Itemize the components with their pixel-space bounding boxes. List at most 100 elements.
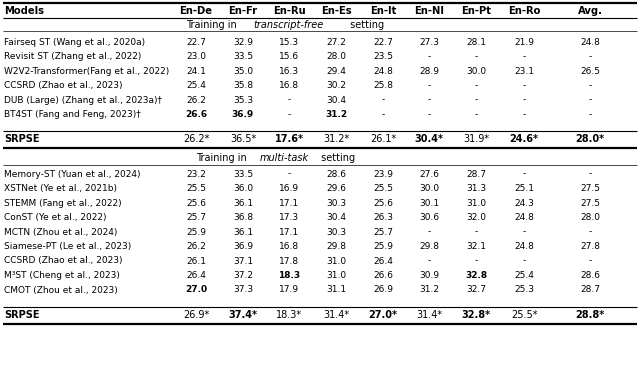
Text: -: - bbox=[522, 81, 525, 90]
Text: 26.4: 26.4 bbox=[186, 271, 206, 280]
Text: 30.9: 30.9 bbox=[419, 271, 439, 280]
Text: -: - bbox=[474, 52, 477, 61]
Text: 26.4: 26.4 bbox=[373, 256, 393, 266]
Text: transcript-free: transcript-free bbox=[253, 20, 323, 30]
Text: XSTNet (Ye et al., 2021b): XSTNet (Ye et al., 2021b) bbox=[4, 184, 117, 193]
Text: M³ST (Cheng et al., 2023): M³ST (Cheng et al., 2023) bbox=[4, 271, 120, 280]
Text: En-Es: En-Es bbox=[321, 6, 351, 16]
Text: -: - bbox=[588, 52, 591, 61]
Text: 25.5*: 25.5* bbox=[511, 310, 537, 319]
Text: 24.3: 24.3 bbox=[514, 198, 534, 207]
Text: 28.9: 28.9 bbox=[419, 67, 439, 75]
Text: 28.6: 28.6 bbox=[580, 271, 600, 280]
Text: En-Pt: En-Pt bbox=[461, 6, 491, 16]
Text: 24.8: 24.8 bbox=[514, 213, 534, 222]
Text: En-Nl: En-Nl bbox=[414, 6, 444, 16]
Text: 35.3: 35.3 bbox=[233, 96, 253, 105]
Text: CCSRD (Zhao et al., 2023): CCSRD (Zhao et al., 2023) bbox=[4, 81, 122, 90]
Text: 32.1: 32.1 bbox=[466, 242, 486, 251]
Text: 26.1*: 26.1* bbox=[370, 134, 396, 144]
Text: DUB (Large) (Zhang et al., 2023a)†: DUB (Large) (Zhang et al., 2023a)† bbox=[4, 96, 162, 105]
Text: Avg.: Avg. bbox=[577, 6, 602, 16]
Text: 28.7: 28.7 bbox=[466, 170, 486, 179]
Text: -: - bbox=[381, 96, 385, 105]
Text: 30.4*: 30.4* bbox=[415, 134, 444, 144]
Text: 25.1: 25.1 bbox=[514, 184, 534, 193]
Text: 27.5: 27.5 bbox=[580, 184, 600, 193]
Text: CMOT (Zhou et al., 2023): CMOT (Zhou et al., 2023) bbox=[4, 286, 118, 294]
Text: 32.7: 32.7 bbox=[466, 286, 486, 294]
Text: 36.8: 36.8 bbox=[233, 213, 253, 222]
Text: 25.7: 25.7 bbox=[373, 228, 393, 237]
Text: 35.0: 35.0 bbox=[233, 67, 253, 75]
Text: -: - bbox=[588, 110, 591, 119]
Text: SRPSE: SRPSE bbox=[4, 134, 40, 144]
Text: 16.8: 16.8 bbox=[279, 242, 299, 251]
Text: 30.0: 30.0 bbox=[466, 67, 486, 75]
Text: 24.1: 24.1 bbox=[186, 67, 206, 75]
Text: 21.9: 21.9 bbox=[514, 37, 534, 47]
Text: 23.2: 23.2 bbox=[186, 170, 206, 179]
Text: 36.1: 36.1 bbox=[233, 198, 253, 207]
Text: 25.9: 25.9 bbox=[373, 242, 393, 251]
Text: 26.1: 26.1 bbox=[186, 256, 206, 266]
Text: 36.9: 36.9 bbox=[233, 242, 253, 251]
Text: 27.6: 27.6 bbox=[419, 170, 439, 179]
Text: -: - bbox=[474, 96, 477, 105]
Text: CCSRD (Zhao et al., 2023): CCSRD (Zhao et al., 2023) bbox=[4, 256, 122, 266]
Text: 36.0: 36.0 bbox=[233, 184, 253, 193]
Text: Training in: Training in bbox=[186, 20, 240, 30]
Text: 26.9*: 26.9* bbox=[183, 310, 209, 319]
Text: MCTN (Zhou et al., 2024): MCTN (Zhou et al., 2024) bbox=[4, 228, 117, 237]
Text: 26.2: 26.2 bbox=[186, 96, 206, 105]
Text: -: - bbox=[588, 81, 591, 90]
Text: 32.8: 32.8 bbox=[465, 271, 487, 280]
Text: 25.9: 25.9 bbox=[186, 228, 206, 237]
Text: 32.0: 32.0 bbox=[466, 213, 486, 222]
Text: 28.6: 28.6 bbox=[326, 170, 346, 179]
Text: 17.3: 17.3 bbox=[279, 213, 299, 222]
Text: 16.9: 16.9 bbox=[279, 184, 299, 193]
Text: 32.9: 32.9 bbox=[233, 37, 253, 47]
Text: 31.1: 31.1 bbox=[326, 286, 346, 294]
Text: 23.9: 23.9 bbox=[373, 170, 393, 179]
Text: 31.4*: 31.4* bbox=[323, 310, 349, 319]
Text: -: - bbox=[522, 256, 525, 266]
Text: 18.3*: 18.3* bbox=[276, 310, 302, 319]
Text: 17.9: 17.9 bbox=[279, 286, 299, 294]
Text: 37.3: 37.3 bbox=[233, 286, 253, 294]
Text: -: - bbox=[287, 110, 291, 119]
Text: 29.8: 29.8 bbox=[326, 242, 346, 251]
Text: 26.3: 26.3 bbox=[373, 213, 393, 222]
Text: -: - bbox=[522, 52, 525, 61]
Text: -: - bbox=[474, 228, 477, 237]
Text: 31.0: 31.0 bbox=[326, 256, 346, 266]
Text: 28.8*: 28.8* bbox=[575, 310, 605, 319]
Text: 22.7: 22.7 bbox=[186, 37, 206, 47]
Text: -: - bbox=[474, 110, 477, 119]
Text: En-It: En-It bbox=[370, 6, 396, 16]
Text: -: - bbox=[428, 110, 431, 119]
Text: setting: setting bbox=[318, 153, 355, 163]
Text: 30.0: 30.0 bbox=[419, 184, 439, 193]
Text: 30.6: 30.6 bbox=[419, 213, 439, 222]
Text: 31.2: 31.2 bbox=[419, 286, 439, 294]
Text: 15.3: 15.3 bbox=[279, 37, 299, 47]
Text: 25.6: 25.6 bbox=[186, 198, 206, 207]
Text: 30.3: 30.3 bbox=[326, 228, 346, 237]
Text: STEMM (Fang et al., 2022): STEMM (Fang et al., 2022) bbox=[4, 198, 122, 207]
Text: 25.8: 25.8 bbox=[373, 81, 393, 90]
Text: -: - bbox=[522, 110, 525, 119]
Text: -: - bbox=[287, 96, 291, 105]
Text: -: - bbox=[428, 52, 431, 61]
Text: 26.2: 26.2 bbox=[186, 242, 206, 251]
Text: 28.7: 28.7 bbox=[580, 286, 600, 294]
Text: 36.5*: 36.5* bbox=[230, 134, 256, 144]
Text: 16.8: 16.8 bbox=[279, 81, 299, 90]
Text: 26.2*: 26.2* bbox=[183, 134, 209, 144]
Text: 37.1: 37.1 bbox=[233, 256, 253, 266]
Text: Models: Models bbox=[4, 6, 44, 16]
Text: 17.1: 17.1 bbox=[279, 228, 299, 237]
Text: 31.2*: 31.2* bbox=[323, 134, 349, 144]
Text: 26.6: 26.6 bbox=[373, 271, 393, 280]
